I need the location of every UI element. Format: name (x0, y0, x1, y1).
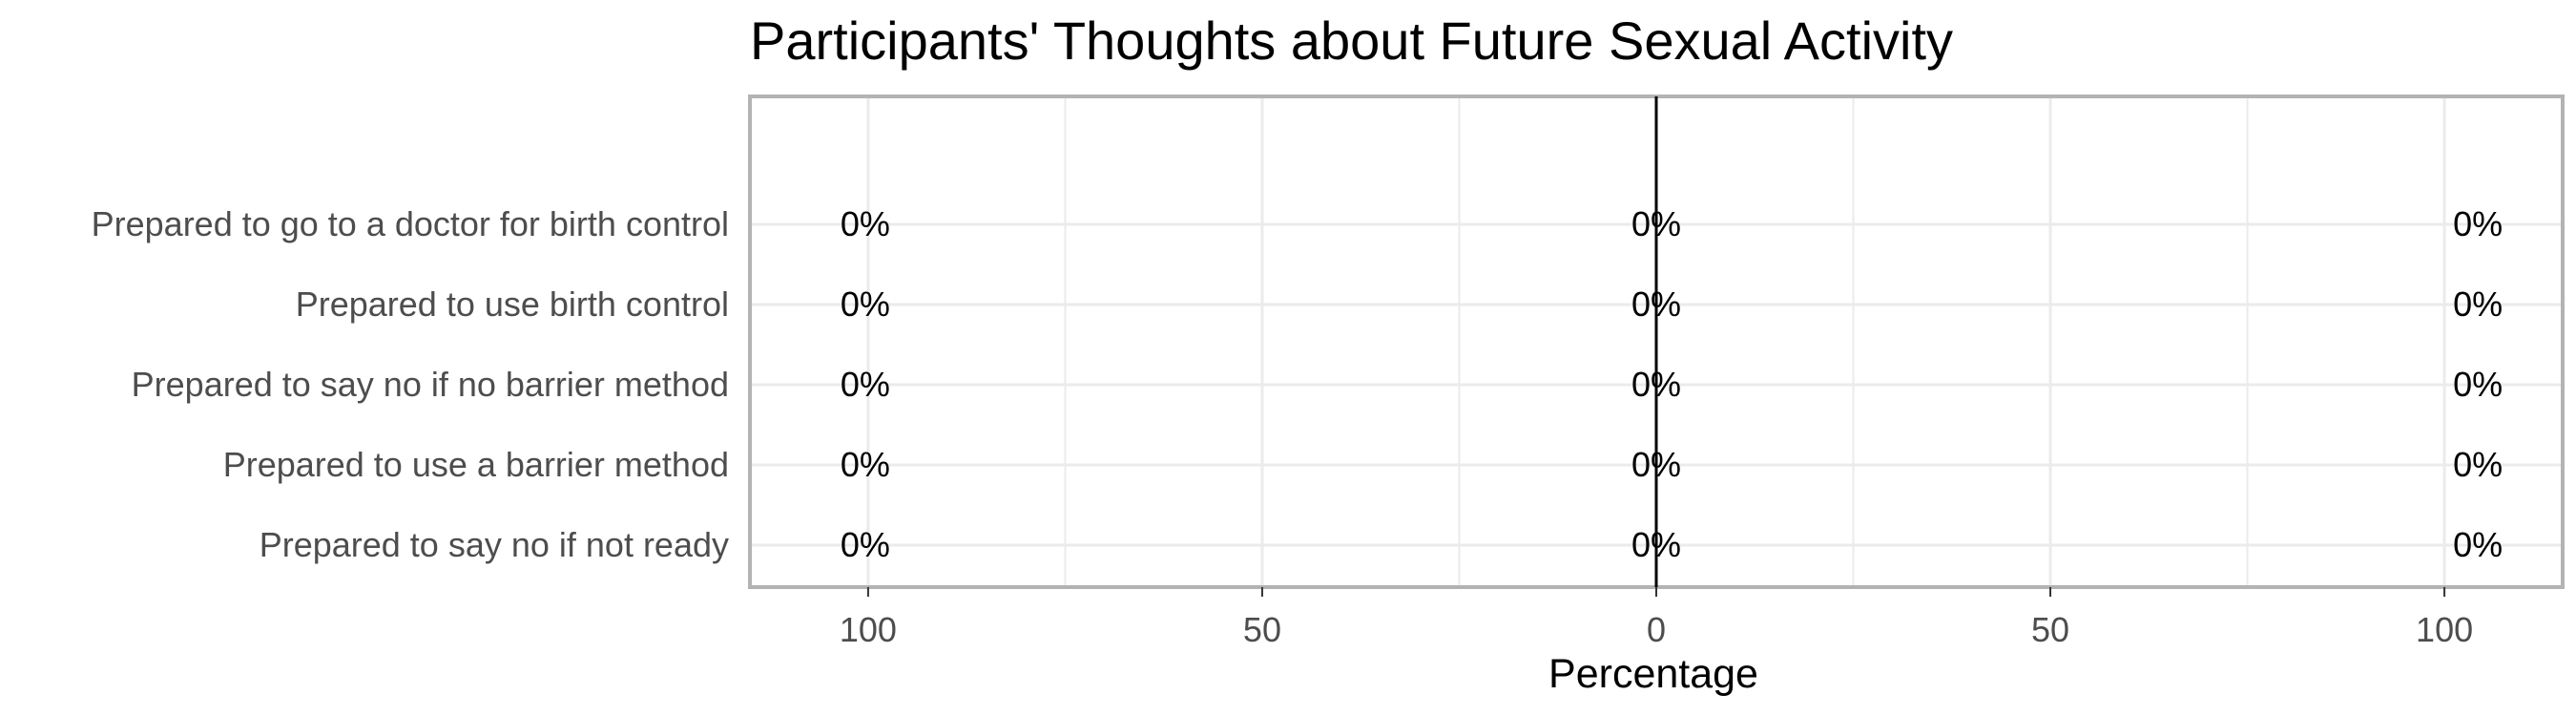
category-label: Prepared to use birth control (296, 284, 729, 324)
right-percent-label: 0% (2453, 284, 2503, 324)
center-percent-label: 0% (1631, 445, 1681, 484)
category-label: Prepared to use a barrier method (223, 445, 729, 484)
x-tick-label: 50 (1243, 610, 1281, 649)
right-percent-label: 0% (2453, 365, 2503, 404)
data-labels: 0% 0% 0% 0% 0% 0% 0% 0% 0% 0% 0% 0% 0% 0% 0% (841, 204, 2503, 564)
left-percent-label: 0% (841, 525, 890, 564)
x-tick-label: 50 (2031, 610, 2069, 649)
x-axis-title: Percentage (1548, 651, 1758, 697)
center-percent-label: 0% (1631, 525, 1681, 564)
left-percent-label: 0% (841, 365, 890, 404)
right-percent-label: 0% (2453, 204, 2503, 243)
category-label: Prepared to go to a doctor for birth con… (92, 204, 729, 243)
center-percent-label: 0% (1631, 204, 1681, 243)
x-tick-label: 0 (1647, 610, 1666, 649)
category-label: Prepared to say no if not ready (260, 525, 729, 564)
x-tick-label: 100 (2416, 610, 2473, 649)
x-axis-ticks: 100 50 0 50 100 (840, 587, 2473, 649)
center-percent-label: 0% (1631, 365, 1681, 404)
center-percent-label: 0% (1631, 284, 1681, 324)
x-tick-label: 100 (840, 610, 897, 649)
left-percent-label: 0% (841, 204, 890, 243)
left-percent-label: 0% (841, 445, 890, 484)
category-labels: Prepared to go to a doctor for birth con… (92, 204, 729, 564)
left-percent-label: 0% (841, 284, 890, 324)
right-percent-label: 0% (2453, 445, 2503, 484)
right-percent-label: 0% (2453, 525, 2503, 564)
category-label: Prepared to say no if no barrier method (132, 365, 729, 404)
chart-title: Participants' Thoughts about Future Sexu… (750, 11, 1953, 71)
